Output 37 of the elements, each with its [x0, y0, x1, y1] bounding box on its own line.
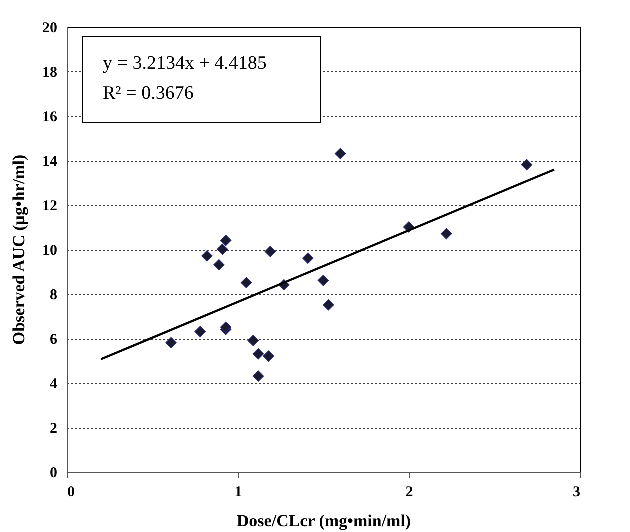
- y-tick-label: 20: [42, 20, 58, 36]
- y-tick-label: 16: [42, 110, 58, 126]
- point: [318, 275, 330, 286]
- point: [334, 148, 346, 160]
- point: [263, 350, 274, 362]
- y-tick-label: 18: [42, 65, 58, 81]
- point: [202, 250, 213, 262]
- x-tick-label: 0: [68, 484, 75, 500]
- y-tick-label: 14: [42, 154, 58, 170]
- point: [216, 244, 228, 256]
- y-tick-label: 10: [42, 243, 58, 259]
- point: [248, 335, 260, 346]
- x-tick-label: 1: [234, 484, 242, 500]
- y-tick-label: 2: [50, 421, 58, 437]
- point: [252, 348, 264, 360]
- annotation: y = 3.2134x + 4.4185: [103, 53, 267, 74]
- point: [264, 246, 276, 258]
- point: [220, 234, 232, 246]
- point: [302, 252, 314, 264]
- point: [214, 259, 225, 271]
- point: [194, 326, 206, 338]
- point: [166, 337, 177, 349]
- x-tick-label: 3: [573, 484, 580, 500]
- annotation: R² = 0.3676: [103, 83, 194, 104]
- point: [240, 277, 252, 289]
- y-tick-label: 8: [50, 288, 58, 304]
- point: [252, 370, 264, 382]
- y-tick-label: 0: [50, 466, 58, 482]
- y-tick-label: 6: [50, 332, 58, 348]
- x-tick-label: 2: [406, 484, 414, 500]
- x-axis-title: Dose/CLcr (mg•min/ml): [236, 512, 412, 530]
- point: [322, 299, 334, 311]
- point: [521, 159, 533, 171]
- point: [440, 228, 452, 240]
- y-tick-label: 12: [42, 198, 58, 214]
- y-tick-label: 4: [50, 376, 58, 392]
- y-axis-title: Observed AUC (μg•hr/ml): [10, 154, 28, 346]
